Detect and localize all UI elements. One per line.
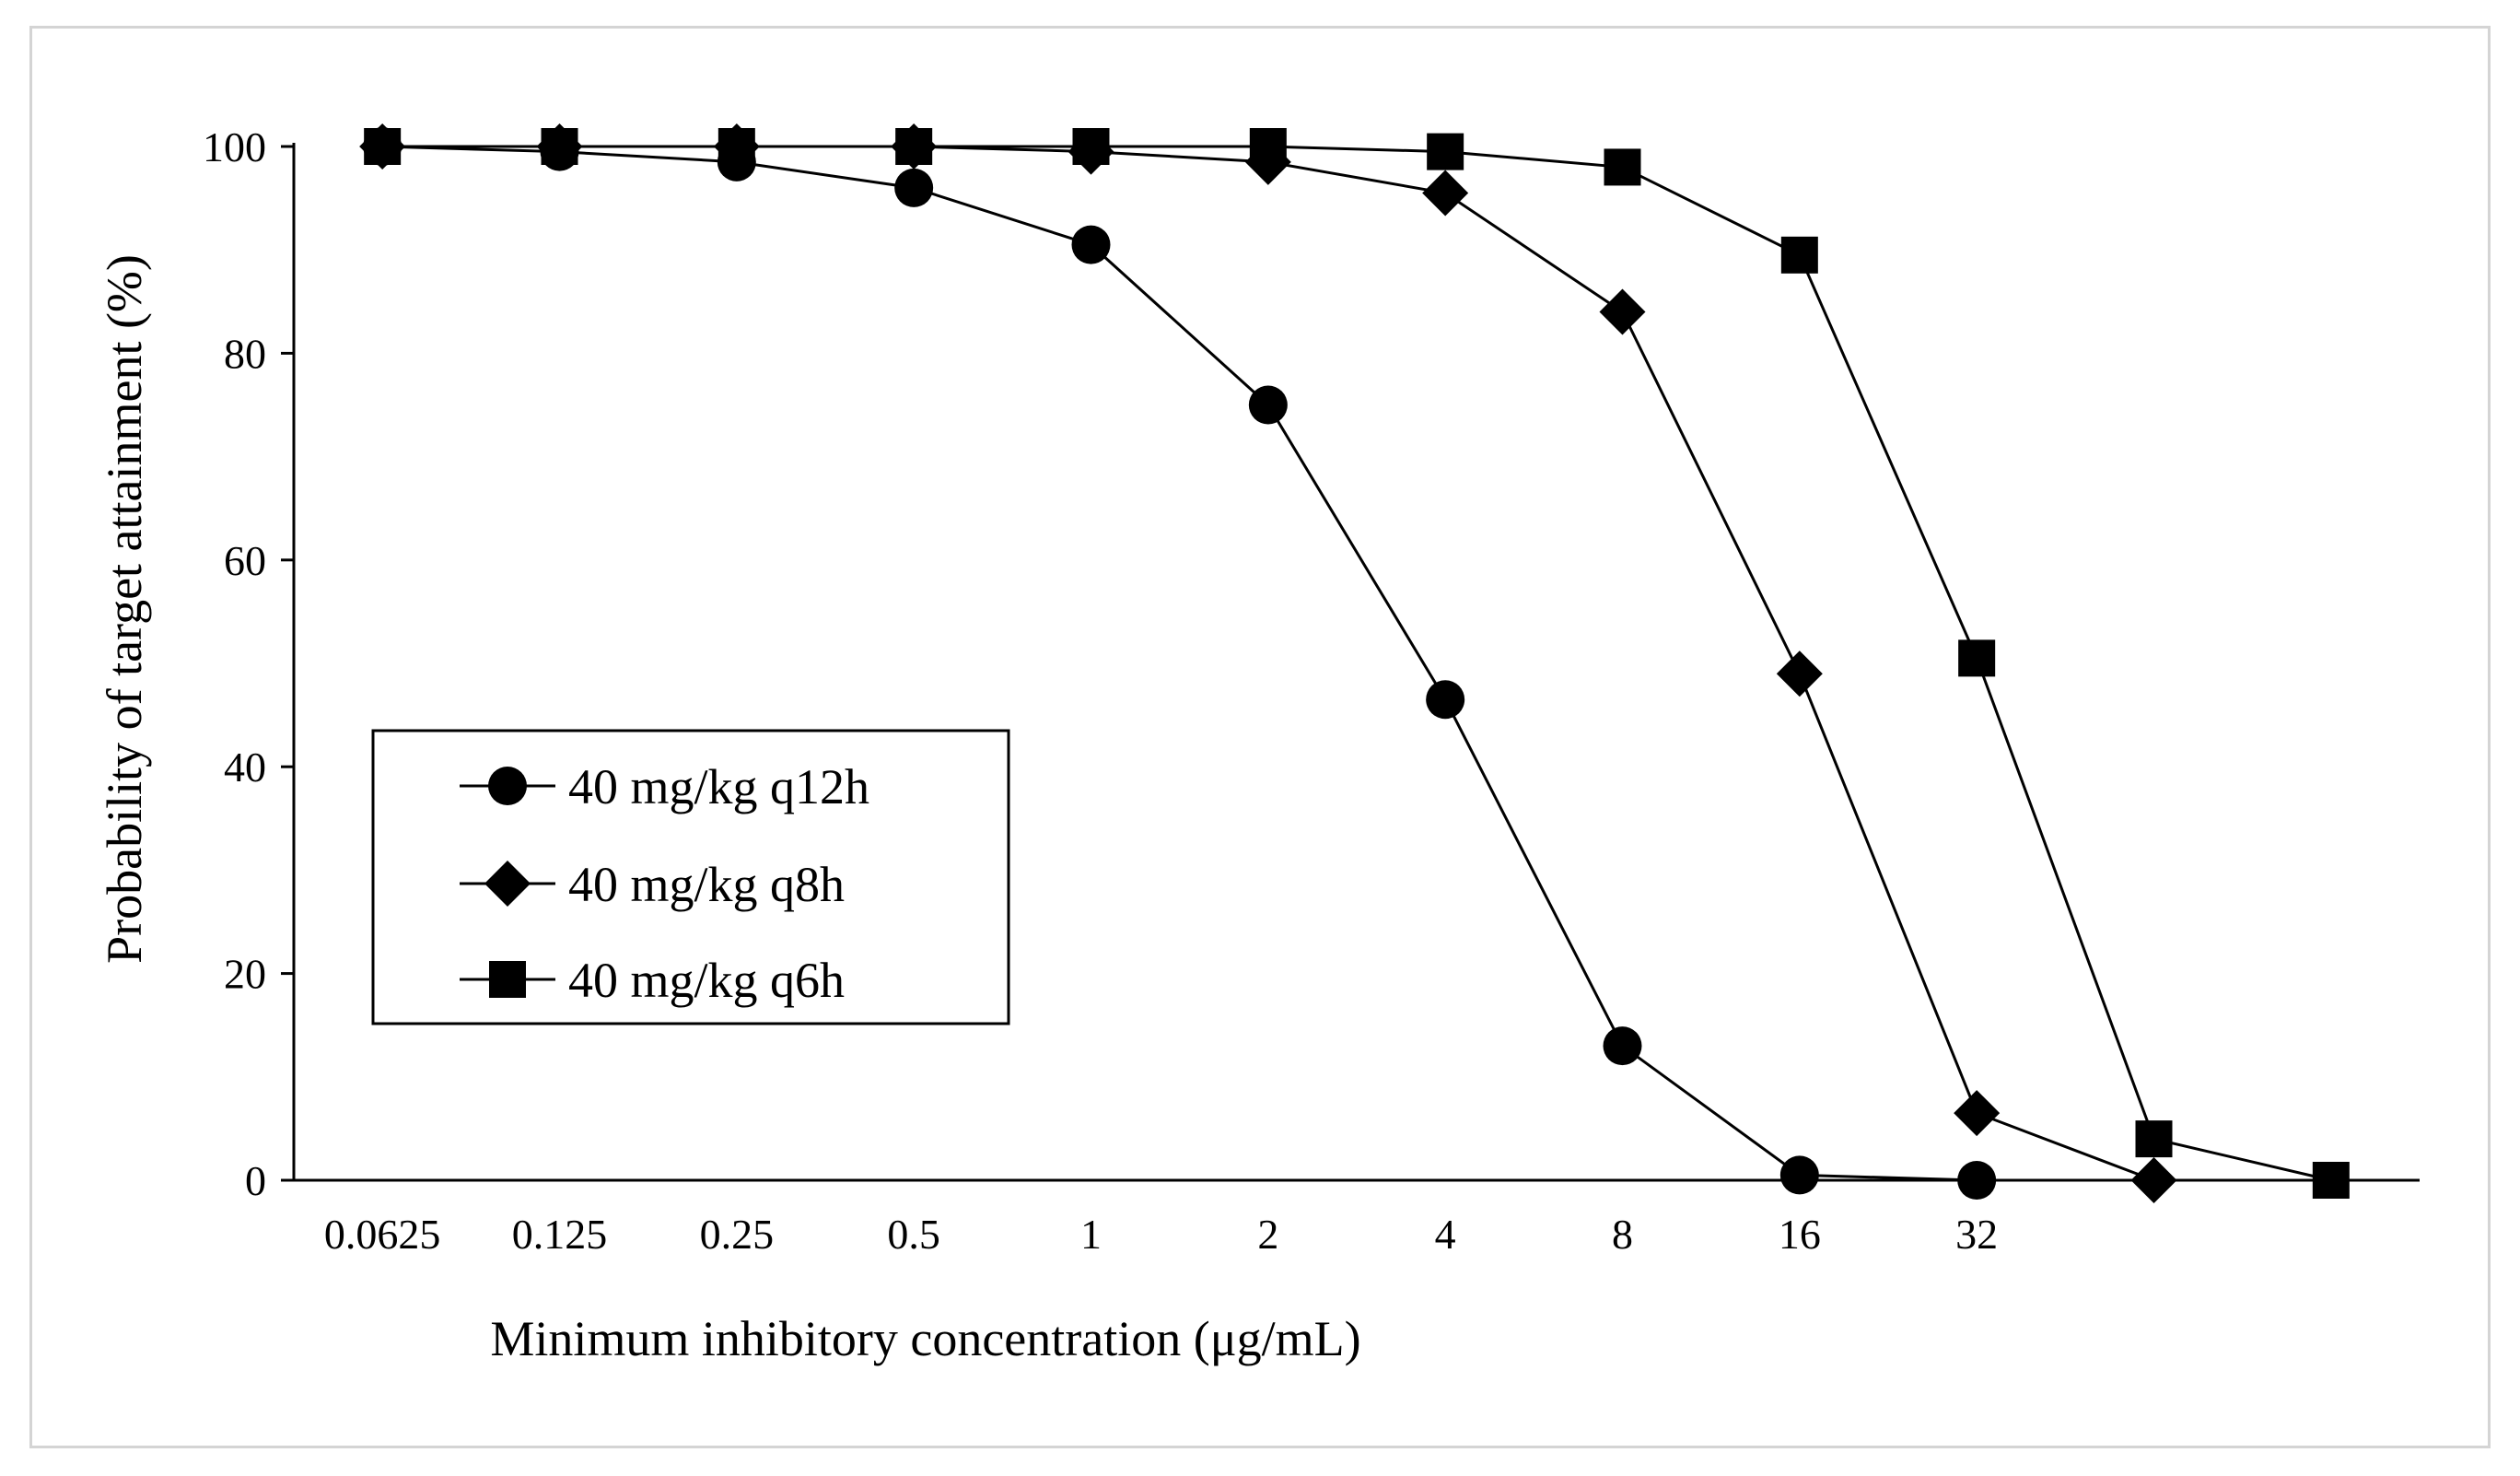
data-point-circle [1071, 225, 1111, 264]
data-point-circle [894, 168, 934, 207]
series-line-circle [382, 145, 1978, 1182]
legend-label: 40 mg/kg q8h [568, 857, 845, 912]
data-point-square [541, 128, 578, 165]
legend: 40 mg/kg q12h 40 mg/kg q8h 40 mg/kg q6h [371, 729, 1010, 1025]
data-point-circle [1603, 1026, 1642, 1066]
y-tick-label: 100 [203, 123, 266, 170]
legend-marker-circle [488, 767, 527, 805]
x-tick-label: 0.0625 [324, 1211, 441, 1258]
ptA-line-chart: 0.0625 0.125 0.25 0.5 1 2 4 8 16 32 020406080100 … [97, 123, 2420, 1366]
data-point-diamond [1599, 288, 1646, 335]
data-point-diamond [1776, 650, 1823, 697]
data-point-square [718, 128, 755, 165]
x-axis-title: Minimum inhibitory concentration (μg/mL) [490, 1311, 1360, 1366]
data-point-square [364, 128, 402, 165]
legend-marker-diamond [484, 861, 531, 907]
series-square [364, 128, 2350, 1199]
data-point-square [1072, 128, 1110, 165]
y-tick-label: 80 [224, 330, 266, 377]
x-tick-labels: 0.0625 0.125 0.25 0.5 1 2 4 8 16 32 [324, 1211, 1998, 1258]
x-tick-label: 2 [1257, 1211, 1278, 1258]
x-tick-label: 16 [1779, 1211, 1821, 1258]
axes [292, 143, 2420, 1182]
y-axis-title: Probability of target attainment (%) [97, 254, 152, 964]
data-point-square [1427, 133, 1464, 170]
series-line-square [382, 145, 2332, 1182]
data-point-square [1249, 128, 1287, 165]
data-point-square [1780, 236, 1818, 274]
y-tick-label: 40 [224, 744, 266, 791]
series-circle [363, 127, 1997, 1200]
y-tick-label: 60 [224, 537, 266, 584]
legend-label: 40 mg/kg q12h [568, 759, 869, 814]
y-tick-label: 20 [224, 951, 266, 998]
data-point-square [2312, 1162, 2350, 1199]
data-point-square [1958, 639, 1996, 677]
x-tick-label: 0.25 [700, 1211, 775, 1258]
legend-marker-square [489, 961, 526, 998]
series-diamond [359, 123, 2177, 1203]
data-point-diamond [1954, 1090, 2001, 1137]
series-layer [359, 123, 2350, 1203]
x-tick-label: 4 [1435, 1211, 1456, 1258]
x-tick-label: 0.5 [887, 1211, 940, 1258]
figure-frame: 0.0625 0.125 0.25 0.5 1 2 4 8 16 32 0 20 40 60 80 100 … [29, 26, 2491, 1448]
data-point-circle [1426, 680, 1465, 720]
data-point-circle [1957, 1161, 1997, 1200]
x-tick-label: 0.125 [512, 1211, 608, 1258]
legend-box [371, 729, 1010, 1025]
data-point-diamond [2130, 1157, 2177, 1203]
x-tick-label: 32 [1955, 1211, 1998, 1258]
legend-label: 40 mg/kg q6h [568, 953, 845, 1008]
data-point-square [2135, 1120, 2173, 1158]
data-point-diamond [1422, 170, 1469, 217]
series-line-diamond [382, 145, 2155, 1182]
data-point-circle [1248, 385, 1288, 425]
x-tick-label: 1 [1080, 1211, 1102, 1258]
y-tick-label: 0 [245, 1157, 266, 1204]
x-tick-label: 8 [1612, 1211, 1633, 1258]
data-point-circle [1779, 1155, 1819, 1195]
data-point-square [1604, 148, 1641, 186]
y-tick-labels: 0 20 40 60 80 100 [203, 123, 294, 1204]
data-point-square [895, 128, 933, 165]
